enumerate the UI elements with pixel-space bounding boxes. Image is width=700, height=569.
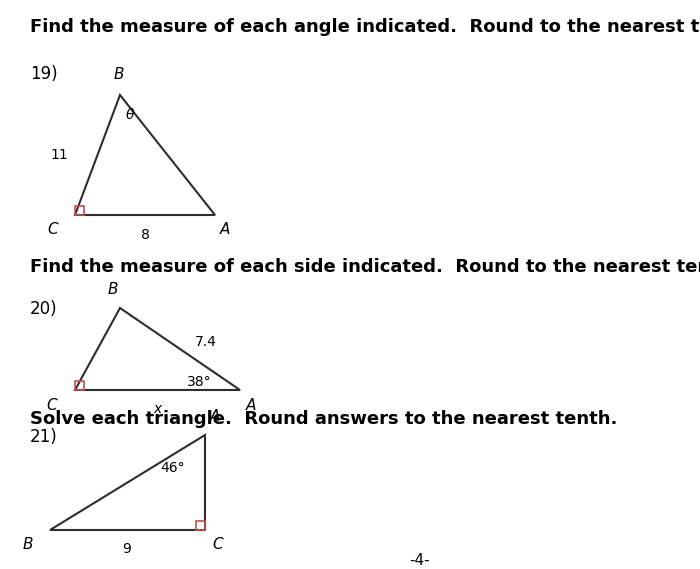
Text: 19): 19) — [30, 65, 57, 83]
Text: 9: 9 — [122, 542, 132, 556]
Text: 46°: 46° — [160, 461, 185, 475]
Text: B: B — [22, 537, 33, 552]
Text: B: B — [108, 282, 118, 297]
Text: A: A — [220, 222, 230, 237]
Text: B: B — [113, 67, 125, 82]
Text: 38°: 38° — [187, 375, 211, 389]
Text: Solve each triangle.  Round answers to the nearest tenth.: Solve each triangle. Round answers to th… — [30, 410, 617, 428]
Text: C: C — [48, 222, 58, 237]
Text: A: A — [246, 398, 256, 413]
Text: -4-: -4- — [410, 553, 430, 568]
Text: 20): 20) — [30, 300, 57, 318]
Text: A: A — [210, 409, 220, 424]
Text: x: x — [153, 402, 161, 416]
Text: C: C — [46, 398, 57, 413]
Text: 7.4: 7.4 — [195, 335, 217, 349]
Text: θ: θ — [126, 108, 134, 122]
Text: Find the measure of each angle indicated.  Round to the nearest tenth.: Find the measure of each angle indicated… — [30, 18, 700, 36]
Text: Find the measure of each side indicated.  Round to the nearest tenth.: Find the measure of each side indicated.… — [30, 258, 700, 276]
Text: 11: 11 — [50, 148, 68, 162]
Text: C: C — [212, 537, 223, 552]
Text: 21): 21) — [30, 428, 57, 446]
Text: 8: 8 — [141, 228, 149, 242]
